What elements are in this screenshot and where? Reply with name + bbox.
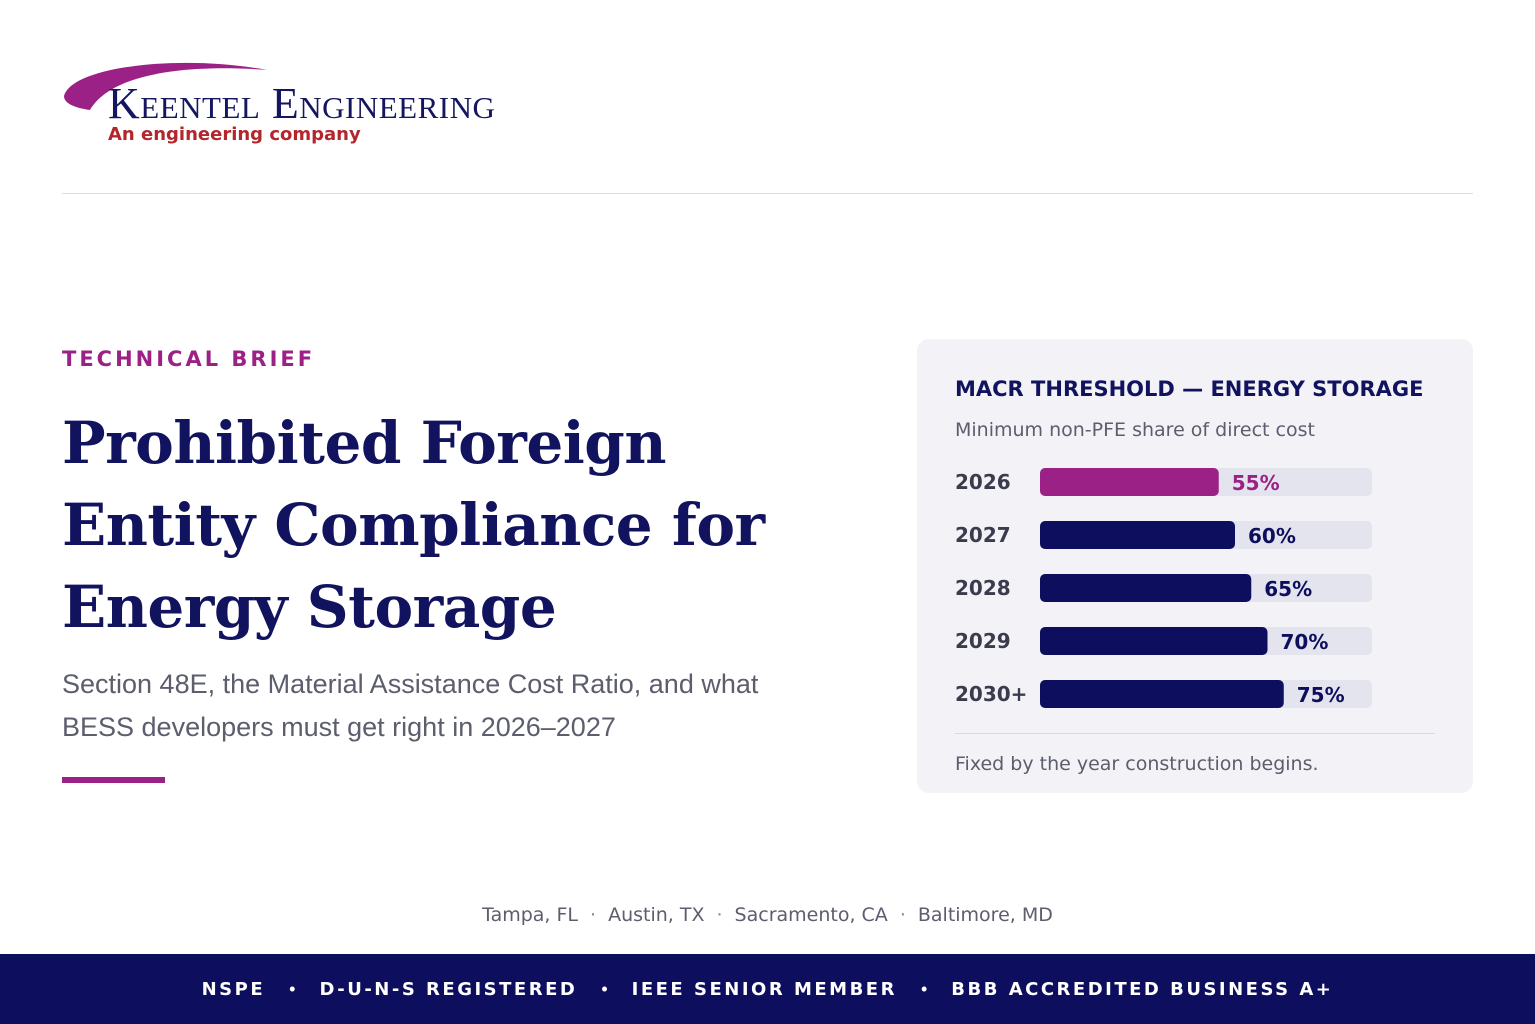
- logo-tagline: An engineering company: [108, 124, 361, 145]
- footer-separator: •: [289, 978, 296, 999]
- location-item: Austin, TX: [608, 904, 705, 926]
- bar-value-label: 55%: [1232, 471, 1280, 495]
- chart-divider: [955, 733, 1435, 734]
- header-divider: [62, 193, 1473, 194]
- bar-2027: [1040, 521, 1235, 549]
- logo-name: Keentel Engineering: [108, 79, 496, 128]
- bar-2029: [1040, 627, 1268, 655]
- page-subtitle: Section 48E, the Material Assistance Cos…: [62, 669, 759, 742]
- bar-category-label: 2029: [955, 629, 1011, 653]
- footer-credential: IEEE SENIOR MEMBER: [631, 978, 897, 1000]
- location-item: Baltimore, MD: [917, 904, 1053, 926]
- office-locations: Tampa, FL · Austin, TX · Sacramento, CA · Balt…: [0, 904, 1535, 926]
- footer-credential: BBB ACCREDITED BUSINESS A+: [951, 978, 1334, 1000]
- page-title: Prohibited Foreign Entity Compliance for…: [62, 409, 765, 641]
- footer-separator: •: [920, 978, 928, 999]
- macr-bar-chart: 2026 55% 2027 60% 2028 65% 2029 70% 2030+ 75%: [955, 468, 1372, 708]
- bar-value-label: 75%: [1297, 683, 1345, 707]
- eyebrow-label: TECHNICAL BRIEF: [62, 347, 316, 371]
- accent-bar: [62, 777, 165, 783]
- footer-separator: •: [601, 978, 608, 999]
- bar-category-label: 2027: [955, 523, 1011, 547]
- bar-2026: [1040, 468, 1219, 496]
- chart-subtitle: Minimum non-PFE share of direct cost: [955, 419, 1315, 441]
- location-separator: ·: [590, 904, 597, 926]
- logo-swoosh-icon: [64, 62, 267, 110]
- footer-credential: D-U-N-S REGISTERED: [319, 978, 578, 1000]
- bar-value-label: 65%: [1264, 577, 1312, 601]
- macr-chart-card: MACR THRESHOLD — ENERGY STORAGE Minimum …: [917, 339, 1473, 793]
- credentials-footer: NSPE • D-U-N-S REGISTERED • IEEE SENIOR MEMB…: [0, 954, 1535, 1024]
- bar-2030+: [1040, 680, 1284, 708]
- location-item: Tampa, FL: [482, 904, 579, 926]
- bar-value-label: 60%: [1248, 524, 1296, 548]
- bar-category-label: 2028: [955, 576, 1011, 600]
- bar-value-label: 70%: [1281, 630, 1329, 654]
- chart-footnote: Fixed by the year construction begins.: [955, 753, 1319, 775]
- bar-category-label: 2026: [955, 470, 1011, 494]
- footer-credential: NSPE: [201, 978, 266, 1000]
- bar-category-label: 2030+: [955, 682, 1027, 706]
- location-separator: ·: [899, 904, 906, 926]
- chart-title: MACR THRESHOLD — ENERGY STORAGE: [955, 377, 1424, 401]
- bar-2028: [1040, 574, 1252, 602]
- location-separator: ·: [716, 904, 723, 926]
- location-item: Sacramento, CA: [734, 904, 888, 926]
- company-logo: Keentel Engineering An engineering compa…: [62, 58, 562, 153]
